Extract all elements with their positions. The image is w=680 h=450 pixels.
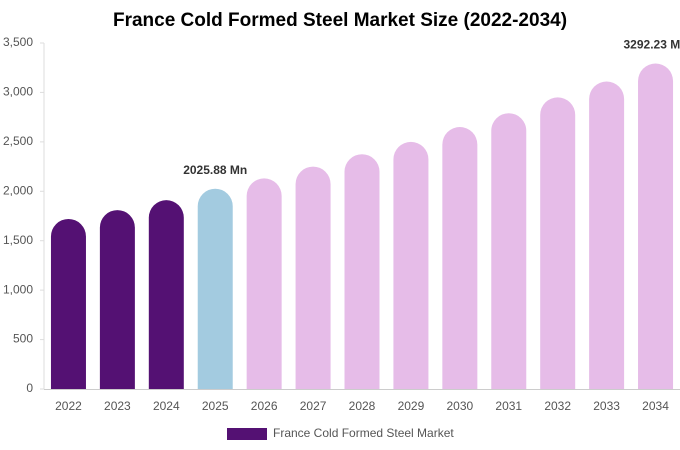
- x-tick-label: 2028: [349, 399, 376, 413]
- x-tick-label: 2030: [446, 399, 473, 413]
- bar: [99, 210, 135, 389]
- x-tick-label: 2032: [544, 399, 571, 413]
- bar: [197, 188, 233, 389]
- bar: [295, 166, 331, 389]
- y-tick-label: 3,500: [3, 35, 33, 49]
- legend-swatch: [227, 428, 267, 440]
- bar: [442, 127, 478, 389]
- bar: [393, 141, 429, 389]
- chart-title: France Cold Formed Steel Market Size (20…: [113, 10, 567, 31]
- bar: [540, 97, 576, 389]
- bar: [491, 113, 527, 389]
- x-tick-label: 2024: [153, 399, 180, 413]
- x-tick-label: 2025: [202, 399, 229, 413]
- value-label: 2025.88 Mn: [183, 163, 247, 177]
- bar: [148, 200, 184, 389]
- bar: [589, 81, 625, 389]
- y-tick-label: 500: [13, 332, 33, 346]
- y-tick-label: 3,000: [3, 85, 33, 99]
- y-tick-label: 2,000: [3, 183, 33, 197]
- y-tick-label: 2,500: [3, 134, 33, 148]
- bar: [246, 178, 282, 389]
- y-tick-label: 1,000: [3, 282, 33, 296]
- y-tick-label: 0: [26, 381, 33, 395]
- x-tick-label: 2031: [495, 399, 522, 413]
- x-tick-label: 2027: [300, 399, 327, 413]
- x-tick-label: 2033: [593, 399, 620, 413]
- bar: [344, 154, 380, 389]
- value-label: 3292.23 Mn: [624, 38, 680, 52]
- y-tick-label: 1,500: [3, 233, 33, 247]
- x-tick-label: 2029: [398, 399, 425, 413]
- x-tick-label: 2022: [55, 399, 82, 413]
- bar: [50, 218, 86, 389]
- x-tick-label: 2023: [104, 399, 131, 413]
- legend-label: France Cold Formed Steel Market: [273, 426, 454, 440]
- x-tick-label: 2034: [642, 399, 669, 413]
- bar: [638, 63, 674, 390]
- x-tick-label: 2026: [251, 399, 278, 413]
